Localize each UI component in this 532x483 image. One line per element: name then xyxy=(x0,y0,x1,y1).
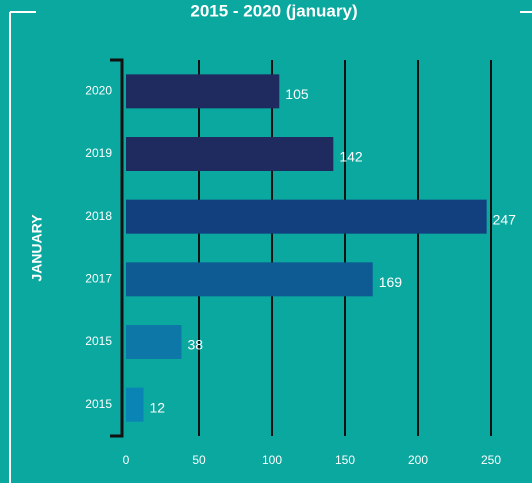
bar xyxy=(126,387,144,422)
value-label: 12 xyxy=(150,399,166,415)
x-tick-label: 250 xyxy=(481,453,501,467)
x-tick-label: 100 xyxy=(262,453,282,467)
axis-bracket xyxy=(110,58,124,438)
y-axis-label: JANUARY xyxy=(29,214,45,282)
bar xyxy=(126,74,280,109)
bar xyxy=(126,199,487,234)
x-tick-label: 150 xyxy=(335,453,355,467)
y-tick-label: 2015 xyxy=(85,334,112,348)
x-tick-label: 0 xyxy=(123,453,130,467)
y-tick-label: 2017 xyxy=(85,272,112,286)
chart-title: 2015 - 2020 (january) xyxy=(190,1,357,20)
y-tick-label: 2015 xyxy=(85,397,112,411)
bar xyxy=(126,325,182,359)
value-label: 247 xyxy=(493,211,517,227)
value-label: 105 xyxy=(285,86,309,102)
x-tick-label: 50 xyxy=(192,453,206,467)
value-label: 169 xyxy=(379,274,403,290)
y-tick-label: 2018 xyxy=(85,209,112,223)
x-tick-label: 200 xyxy=(408,453,428,467)
value-label: 142 xyxy=(339,149,363,165)
bar xyxy=(126,137,334,171)
bar xyxy=(126,262,373,297)
y-tick-label: 2020 xyxy=(85,84,112,98)
y-tick-label: 2019 xyxy=(85,146,112,160)
value-label: 38 xyxy=(187,337,203,353)
